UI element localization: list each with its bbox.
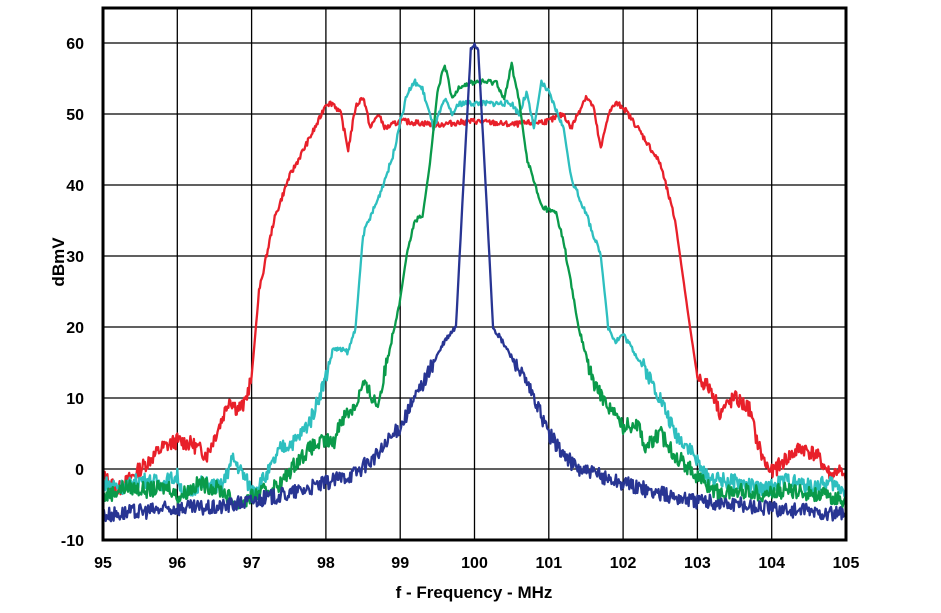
series-group [101,42,848,523]
x-tick-label: 101 [535,555,562,572]
plot-frame [101,6,848,542]
x-tick-label: 103 [684,555,711,572]
y-tick-label: 60 [66,36,84,53]
x-tick-label: 99 [391,555,409,572]
x-tick-labels: 95 96 97 98 99 100 101 102 103 104 105 [94,555,859,572]
y-tick-labels: -10 0 10 20 30 40 50 60 [61,36,84,550]
series-line-2 [102,78,848,499]
x-tick-label: 95 [94,555,112,572]
series-line-1 [101,94,848,497]
x-tick-label: 105 [833,555,860,572]
y-tick-label: 30 [66,249,84,266]
x-tick-label: 97 [243,555,261,572]
y-axis-label: dBmV [49,237,68,287]
y-tick-label: 10 [66,391,84,408]
y-tick-label: 0 [75,462,84,479]
y-tick-label: -10 [61,533,84,550]
series-line-4 [101,42,847,523]
y-tick-label: 20 [66,320,84,337]
y-tick-label: 40 [66,178,84,195]
x-axis-label: f - Frequency - MHz [396,583,553,602]
grid [102,8,847,541]
x-tick-label: 98 [317,555,335,572]
x-tick-label: 96 [168,555,186,572]
x-tick-label: 102 [610,555,637,572]
x-tick-label: 104 [758,555,785,572]
x-tick-label: 100 [461,555,488,572]
y-tick-label: 50 [66,107,84,124]
